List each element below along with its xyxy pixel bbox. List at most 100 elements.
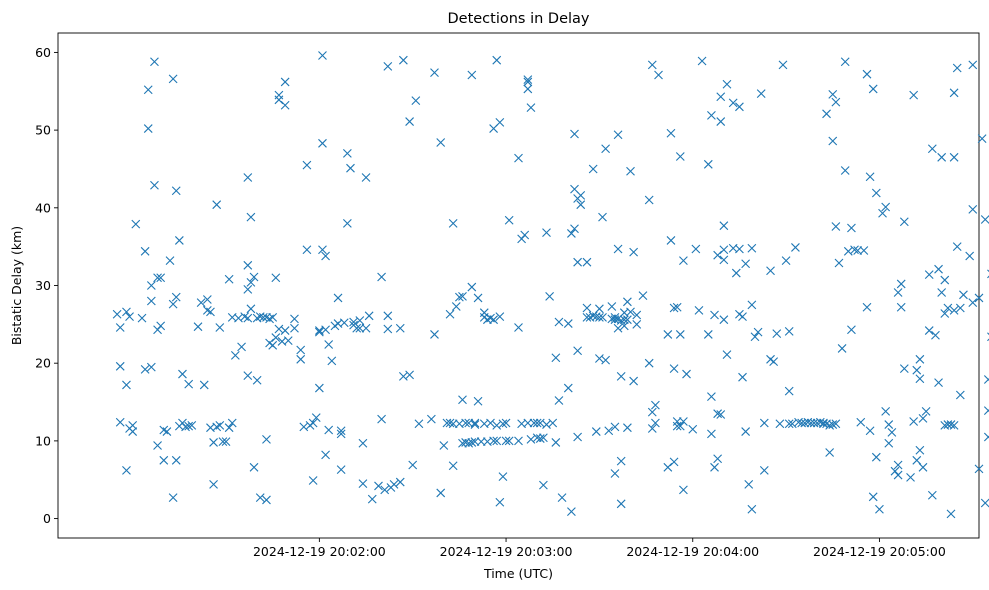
data-point-400 [840, 166, 850, 175]
data-point-368 [769, 357, 779, 367]
data-point-394 [828, 89, 838, 99]
data-point-170 [445, 418, 455, 428]
y-axis-label: Bistatic Delay (km) [9, 226, 24, 345]
data-point-42 [184, 379, 194, 389]
data-point-369 [772, 329, 782, 339]
data-point-223 [523, 84, 533, 94]
data-point-388 [822, 109, 831, 119]
data-point-213 [504, 215, 514, 225]
data-point-280 [613, 244, 623, 254]
data-point-363 [756, 89, 766, 98]
data-point-127 [336, 465, 346, 475]
data-point-279 [613, 130, 623, 140]
data-point-115 [318, 138, 327, 148]
data-point-247 [570, 224, 579, 234]
data-point-308 [663, 330, 673, 339]
data-point-252 [573, 346, 583, 356]
data-point-427 [893, 288, 903, 297]
data-point-451 [937, 288, 947, 297]
data-point-172 [448, 218, 458, 228]
data-point-325 [691, 244, 701, 254]
data-point-140 [361, 173, 371, 182]
data-point-287 [619, 315, 629, 325]
data-point-415 [871, 452, 881, 462]
data-point-265 [595, 304, 604, 314]
data-point-76 [249, 462, 259, 472]
data-point-180 [461, 418, 470, 428]
data-point-222 [523, 77, 533, 87]
data-point-462 [949, 152, 959, 162]
data-point-453 [940, 275, 950, 285]
data-point-438 [915, 374, 925, 384]
data-point-399 [837, 344, 847, 353]
data-point-243 [563, 383, 573, 393]
y-tick-label-0: 0 [43, 511, 51, 526]
y-axis-ticks: 0 10 20 30 40 50 60 [35, 45, 58, 526]
data-point-283 [616, 372, 626, 381]
data-point-69 [243, 284, 253, 294]
data-point-206 [495, 117, 505, 127]
data-point-475 [980, 215, 989, 224]
data-point-18 [146, 281, 156, 290]
data-point-221 [523, 418, 533, 428]
data-point-11 [131, 219, 141, 229]
data-point-166 [436, 488, 446, 498]
data-point-244 [563, 319, 573, 328]
data-point-45 [193, 322, 203, 332]
data-point-174 [451, 302, 461, 311]
data-point-297 [632, 319, 642, 329]
data-point-13 [140, 246, 150, 256]
data-point-54 [212, 200, 222, 210]
data-point-15 [143, 85, 153, 95]
data-point-441 [918, 462, 928, 472]
data-point-25 [156, 321, 166, 331]
data-point-334 [710, 310, 719, 320]
data-point-185 [467, 282, 477, 292]
data-point-373 [784, 386, 794, 396]
data-point-205 [492, 55, 502, 65]
data-point-77 [249, 272, 259, 282]
data-point-246 [567, 229, 576, 238]
data-point-146 [377, 272, 386, 282]
data-point-171 [448, 461, 458, 471]
data-point-152 [389, 480, 399, 489]
data-point-300 [644, 358, 654, 368]
data-point-217 [514, 153, 523, 163]
data-point-406 [853, 246, 863, 255]
data-point-191 [473, 396, 483, 406]
data-point-230 [535, 434, 545, 443]
data-point-251 [573, 257, 583, 267]
data-point-212 [501, 418, 511, 428]
data-point-436 [912, 365, 922, 375]
data-point-324 [688, 424, 698, 434]
data-point-85 [262, 495, 271, 505]
data-point-298 [638, 291, 648, 300]
data-point-299 [644, 195, 654, 205]
data-point-310 [666, 128, 676, 138]
data-point-20 [150, 57, 159, 67]
y-tick-label-10: 10 [35, 433, 51, 448]
data-point-137 [355, 316, 365, 325]
data-point-189 [470, 437, 480, 447]
data-point-131 [342, 218, 352, 228]
data-point-40 [178, 369, 187, 379]
data-point-459 [949, 88, 959, 98]
data-point-395 [828, 136, 838, 146]
data-point-175 [454, 292, 464, 302]
y-tick-label-40: 40 [35, 200, 51, 215]
data-point-328 [703, 159, 713, 169]
data-point-5 [122, 380, 131, 390]
data-point-108 [308, 418, 318, 428]
data-point-149 [383, 324, 393, 334]
data-point-14 [140, 365, 150, 374]
data-point-360 [747, 504, 757, 514]
data-point-448 [934, 264, 943, 274]
data-point-335 [713, 454, 723, 464]
data-point-192 [476, 437, 486, 447]
data-point-433 [909, 90, 919, 100]
data-point-179 [458, 438, 467, 448]
y-tick-label-30: 30 [35, 278, 51, 293]
data-point-68 [243, 371, 253, 381]
y-tick-label-20: 20 [35, 356, 51, 371]
data-point-105 [302, 160, 312, 170]
